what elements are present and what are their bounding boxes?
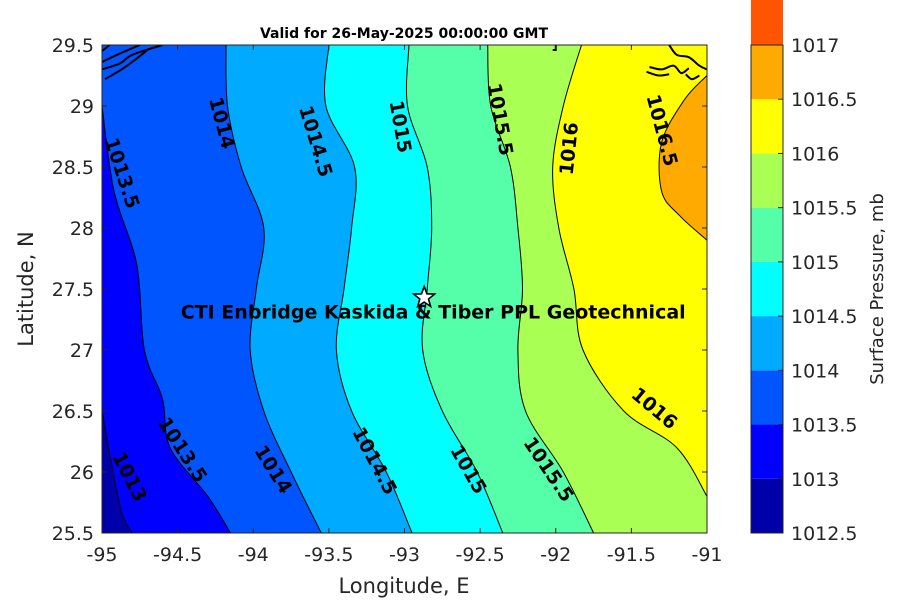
x-tick-label: -91.5 [607,544,656,566]
colorbar-swatch [751,153,783,208]
colorbar-swatch [751,261,783,317]
site-star-marker [411,284,437,309]
colorbar-tick-label: 1014 [791,360,839,382]
colorbar-tick-label: 1013 [791,469,839,491]
colorbar-swatch [751,0,783,45]
y-tick-label: 29.5 [52,35,94,57]
coastline-segment [685,73,700,81]
site-label: CTI Enbridge Kaskida & Tiber PPL Geotech… [181,302,686,324]
colorbar-tick-label: 1016.5 [791,89,857,111]
colorbar-swatch [751,424,783,479]
y-tick-label: 28.5 [52,157,94,179]
y-tick-label: 26 [70,462,94,484]
colorbar-swatch [751,478,783,533]
y-tick-label: 29 [70,96,94,118]
contour-line-1015 [405,45,504,533]
colorbar-tick-label: 1017 [791,35,839,57]
filled-contour-regions [102,45,707,533]
site-marker-group: CTI Enbridge Kaskida & Tiber PPL Geotech… [181,284,686,324]
contour-lines [102,45,707,533]
coastline [102,45,707,81]
contour-line-1014 [225,45,322,533]
x-axis-title: Longitude, E [338,574,469,598]
colorbar-tick-label: 1015 [791,252,839,274]
colorbar-tick-label: 1014.5 [791,306,857,328]
y-tick-label: 26.5 [52,401,94,423]
y-axis-ticks: 25.5 26 26.5 27 27.5 28 28.5 29 29.5 [52,35,707,545]
y-axis-title: Latitude, N [14,231,38,347]
colorbar-tick-label: 1016 [791,143,839,165]
contour-line-1013 [102,410,133,533]
contour-line-1015.5 [487,45,595,533]
contour-line-1016 [552,45,707,497]
colorbar-label: Surface Pressure, mb [867,193,888,385]
coastline-segment [102,45,163,71]
x-tick-label: -95 [86,544,117,566]
colorbar-tick-label: 1012.5 [791,523,857,545]
y-tick-label: 28 [70,218,94,240]
band-fill-1016.5 [659,75,707,241]
x-tick-label: -92.5 [456,544,505,566]
x-tick-label: -94 [238,544,269,566]
colorbar-swatch [751,370,783,425]
coastline-segment [668,45,707,71]
contour-label: 1016 [556,121,583,176]
x-tick-label: -93.5 [304,544,353,566]
x-axis-ticks: -95 -94.5 -94 -93.5 -93 -92.5 -92 -91.5 -91 [86,45,723,566]
contour-line-1013.5 [102,105,232,533]
colorbar-swatch [751,207,783,262]
x-tick-label: -94.5 [153,544,202,566]
coastline-segment [102,45,141,64]
y-tick-label: 27.5 [52,279,94,301]
colorbar-swatch [751,45,783,100]
colorbar-tick-label: 1015.5 [791,198,857,220]
coastline-segment [649,64,690,75]
colorbar-frame [750,44,784,534]
y-tick-label: 25.5 [52,523,94,545]
coastline-segment [646,70,670,77]
colorbar-swatch [751,316,783,371]
coastline-segment [104,49,149,81]
x-tick-label: -92 [540,544,571,566]
colorbar-tick-label: 1013.5 [791,415,857,437]
y-tick-label: 27 [70,340,94,362]
colorbar-swatch [751,99,783,154]
x-tick-label: -91 [691,544,722,566]
contour-line-1014.5 [323,45,413,533]
contour-line-1016.5 [658,75,707,241]
x-tick-label: -93 [389,544,420,566]
chart-title: Valid for 26-May-2025 00:00:00 GMT [260,26,548,42]
colorbar: 1012.5 1013 1013.5 1014 1014.5 1015 1015.5 1016… [750,0,857,545]
